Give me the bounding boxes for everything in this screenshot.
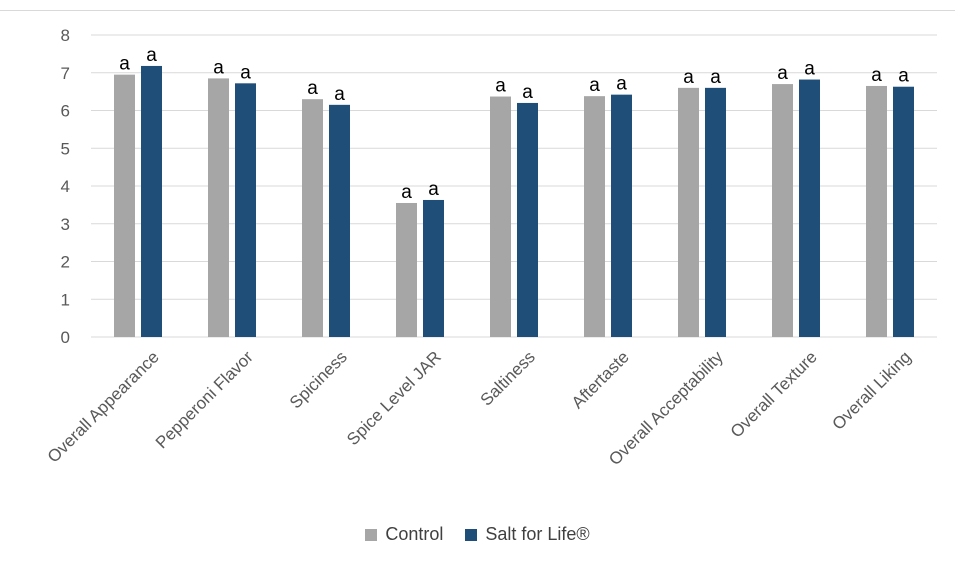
category-label: Overall Texture [727,347,821,441]
bar [490,96,511,337]
legend-item-salt-for-life: Salt for Life® [465,524,590,545]
bar-data-label: a [777,63,788,84]
bar-data-label: a [710,67,721,88]
bar [799,79,820,338]
y-tick-label: 2 [61,253,70,272]
y-tick-label: 7 [61,64,70,83]
bar-data-label: a [616,74,627,95]
bar-data-label: a [146,45,157,66]
bar-data-label: a [240,62,251,83]
category-label: Overall Liking [829,347,915,433]
bar [866,85,887,338]
legend: Control Salt for Life® [0,524,955,545]
bar-data-label: a [589,75,600,96]
bar [396,202,417,337]
bar [705,87,726,337]
bar-data-label: a [683,67,694,88]
bar-data-label: a [898,66,909,87]
legend-label-salt-for-life: Salt for Life® [485,524,590,544]
category-label: Saltiness [477,347,539,409]
bar [208,78,229,337]
top-border [0,10,955,11]
bar [517,102,538,337]
bar [329,104,350,338]
bar-data-label: a [307,78,318,99]
bar [893,86,914,337]
bar [611,94,632,338]
bar-data-label: a [495,76,506,97]
bar [302,99,323,337]
bar [423,199,444,337]
category-label: Overall Appearance [44,347,163,466]
bar [584,96,605,337]
y-tick-label: 0 [61,328,70,347]
legend-label-control: Control [385,524,444,544]
bar-data-label: a [213,57,224,78]
bar [235,83,256,337]
category-label: Aftertaste [568,347,633,412]
bar-data-label: a [119,54,130,75]
bar-data-label: a [428,179,439,200]
category-label: Spice Level JAR [343,347,445,449]
bar-data-label: a [334,84,345,105]
bar-data-label: a [522,82,533,103]
bar [772,84,793,337]
y-tick-label: 1 [61,290,70,309]
bar-data-label: a [804,59,815,80]
y-tick-label: 3 [61,215,70,234]
bar [678,87,699,337]
bar-data-label: a [871,65,882,86]
legend-swatch-salt-for-life [465,528,478,541]
bar [114,74,135,337]
y-tick-label: 8 [61,26,70,45]
bar [141,65,162,337]
bar-data-label: a [401,182,412,203]
legend-swatch-control [365,528,378,541]
y-tick-label: 4 [61,177,70,196]
y-tick-label: 6 [61,102,70,121]
category-label: Pepperoni Flavor [152,347,257,452]
y-tick-label: 5 [61,139,70,158]
category-label: Spiciness [286,347,351,412]
legend-item-control: Control [365,524,443,545]
